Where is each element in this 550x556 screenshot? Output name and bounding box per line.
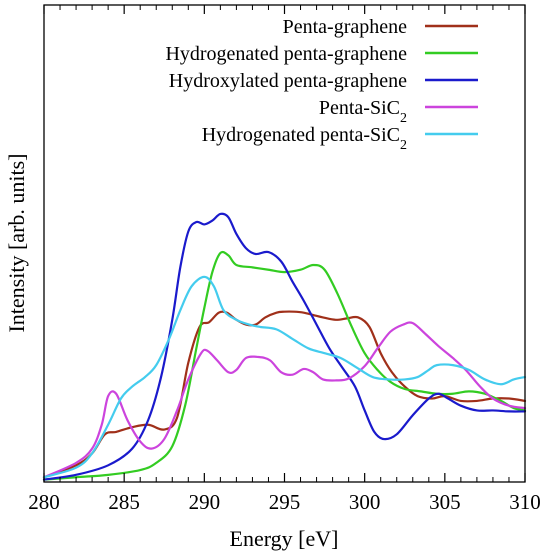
legend: Penta-graphene Hydrogenated penta-graphen… — [165, 16, 478, 153]
series-line-3 — [42, 212, 527, 481]
y-axis-label: Intensity [arb. units] — [4, 153, 29, 332]
x-tick-label: 285 — [108, 490, 140, 514]
series-line-2 — [42, 250, 527, 481]
x-tick-label: 280 — [28, 490, 60, 514]
series-line-4 — [42, 321, 527, 479]
series-line-5 — [42, 275, 527, 479]
x-axis-label: Energy [eV] — [230, 526, 339, 551]
x-tick-label: 305 — [429, 490, 461, 514]
curves-layer — [42, 212, 527, 481]
x-tick-label: 295 — [269, 490, 301, 514]
legend-label-1: Penta-graphene — [283, 16, 408, 38]
legend-label-5: Hydrogenated penta-SiC2 — [202, 124, 407, 153]
x-tick-label: 310 — [509, 490, 541, 514]
x-ticks: 280 285 290 295 300 305 310 — [28, 5, 541, 514]
legend-label-4: Penta-SiC2 — [319, 97, 407, 126]
legend-label-3: Hydroxylated penta-graphene — [169, 70, 407, 92]
x-tick-label: 300 — [349, 490, 381, 514]
x-tick-label: 290 — [189, 490, 221, 514]
legend-label-2: Hydrogenated penta-graphene — [165, 43, 407, 65]
